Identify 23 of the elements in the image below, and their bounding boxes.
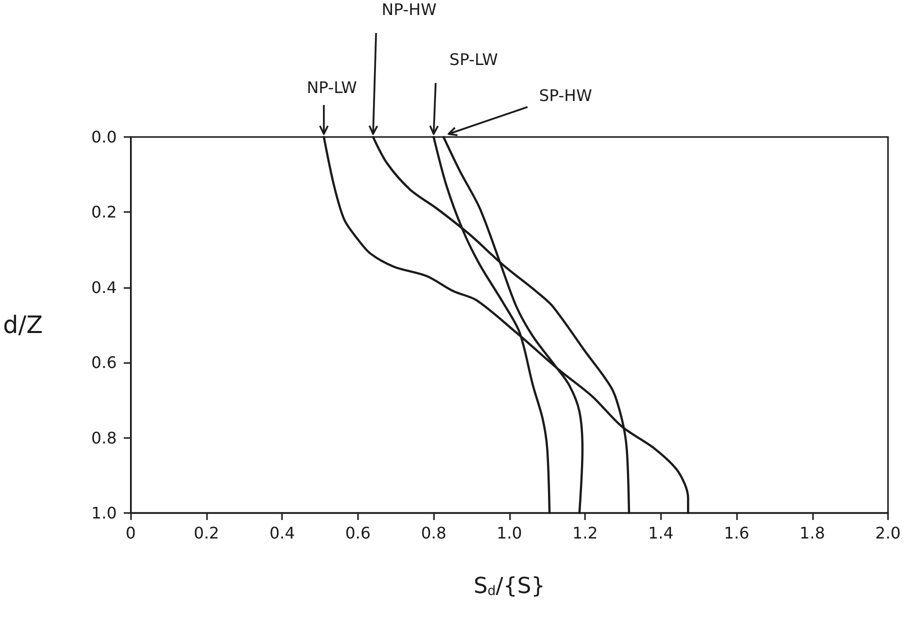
x-axis-title: Sd/{S} (474, 574, 546, 599)
y-axis-title: d/Z (2, 311, 43, 339)
x-tick-label: 0.8 (420, 524, 446, 542)
x-tick-label: 1.4 (648, 524, 674, 542)
y-tick-label: 0.8 (91, 428, 117, 448)
x-tick-label: 1.8 (800, 524, 826, 542)
x-tick-label: 1.6 (724, 524, 750, 542)
text: SP-LW (449, 50, 498, 69)
x-tick-label: 1.0 (496, 524, 522, 542)
y-tick-label: 0.4 (91, 278, 117, 297)
y-tick-label: 0.6 (91, 353, 117, 372)
x-tick-label: 0.2 (194, 524, 220, 542)
y-tick-label: 0.0 (91, 128, 117, 146)
x-tick-label: 1.2 (572, 524, 598, 542)
y-tick-label: 1.0 (91, 504, 117, 522)
y-tick-label: 0.2 (91, 202, 117, 222)
x-tick-label: 0.4 (269, 524, 295, 542)
x-tick-label: 0.6 (345, 524, 371, 542)
x-tick-label: 0 (126, 524, 136, 542)
x-tick-label: 2.0 (875, 524, 901, 542)
text: NP-HW (382, 0, 437, 19)
text: NP-LW (306, 78, 358, 97)
text: SP-HW (538, 86, 592, 105)
